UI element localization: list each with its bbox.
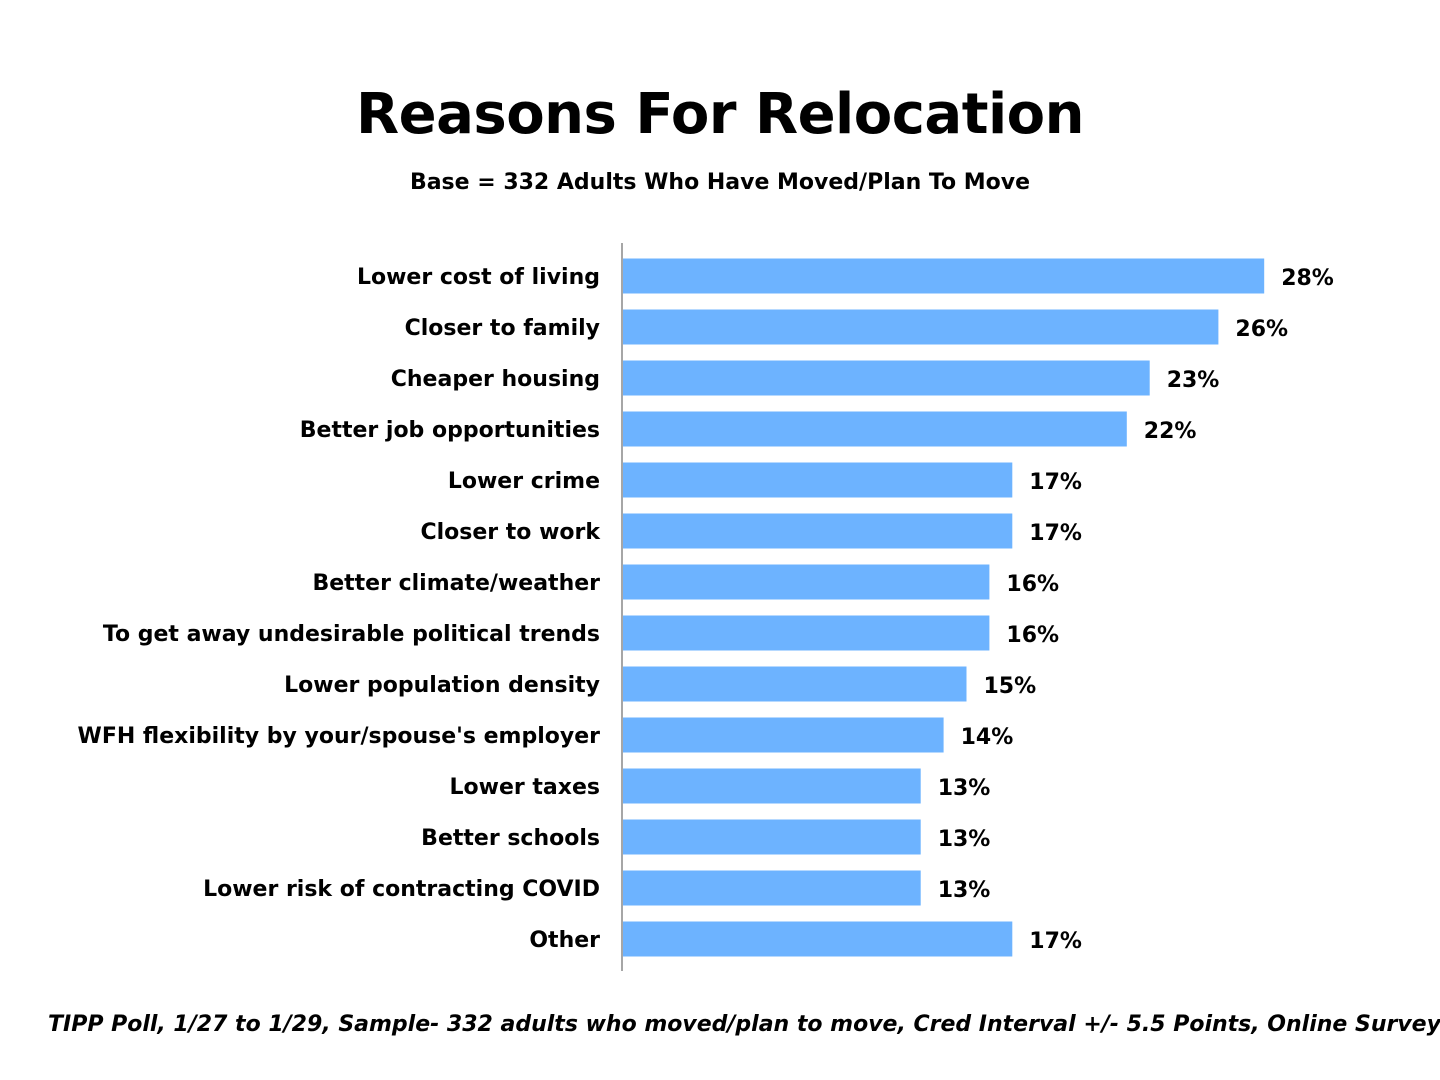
category-label: WFH flexibility by your/spouse's employe… <box>78 724 601 749</box>
value-label: 13% <box>938 878 991 903</box>
bar <box>623 717 944 753</box>
value-label: 14% <box>961 725 1014 750</box>
category-label: Cheaper housing <box>391 367 600 392</box>
bar <box>623 462 1013 498</box>
value-label: 16% <box>1006 623 1059 648</box>
category-label: Better climate/weather <box>312 571 600 596</box>
bar <box>623 360 1150 396</box>
bar <box>623 819 921 855</box>
category-label: Better job opportunities <box>300 418 600 443</box>
bar <box>623 309 1219 345</box>
category-label: Lower cost of living <box>357 265 600 290</box>
category-label: Better schools <box>421 826 600 851</box>
bar <box>623 564 990 600</box>
value-label: 23% <box>1167 368 1220 393</box>
category-label: Other <box>529 928 600 953</box>
value-label: 16% <box>1006 572 1059 597</box>
category-label: Closer to family <box>405 316 600 341</box>
bar <box>623 411 1127 447</box>
source-footnote: TIPP Poll, 1/27 to 1/29, Sample- 332 adu… <box>48 1012 1440 1037</box>
value-label: 17% <box>1029 470 1082 495</box>
category-label: Closer to work <box>420 520 601 545</box>
category-label: Lower taxes <box>450 775 600 800</box>
bar <box>623 513 1013 549</box>
bar <box>623 768 921 804</box>
bar <box>623 666 967 702</box>
value-label: 28% <box>1281 266 1334 291</box>
value-label: 13% <box>938 827 991 852</box>
category-label: To get away undesirable political trends <box>103 622 600 647</box>
category-label: Lower risk of contracting COVID <box>203 877 600 902</box>
value-label: 26% <box>1235 317 1288 342</box>
bar <box>623 870 921 906</box>
value-label: 17% <box>1029 521 1082 546</box>
chart-title: Reasons For Relocation <box>355 82 1085 147</box>
bar <box>623 615 990 651</box>
value-label: 22% <box>1144 419 1197 444</box>
bar <box>623 921 1013 957</box>
value-label: 15% <box>984 674 1037 699</box>
category-label: Lower crime <box>448 469 600 494</box>
bar <box>623 258 1265 294</box>
value-label: 13% <box>938 776 991 801</box>
category-label: Lower population density <box>284 673 600 698</box>
chart-subtitle: Base = 332 Adults Who Have Moved/Plan To… <box>409 170 1031 195</box>
value-label: 17% <box>1029 929 1082 954</box>
